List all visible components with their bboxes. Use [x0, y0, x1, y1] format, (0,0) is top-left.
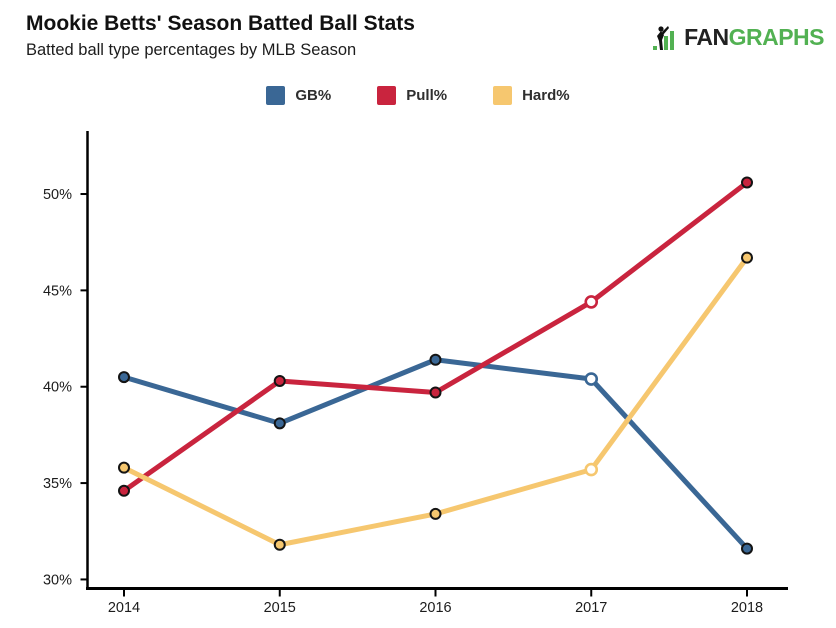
- x-tick-label-2018: 2018: [731, 600, 763, 616]
- y-tick-label: 50%: [43, 187, 72, 203]
- data-point-pull-2017[interactable]: [584, 295, 599, 309]
- legend-label-gb: GB%: [295, 87, 332, 104]
- y-tick-label: 35%: [43, 476, 72, 492]
- data-point-gb-2015[interactable]: [273, 417, 286, 430]
- fangraphs-logo-icon: [653, 26, 675, 50]
- legend-item-pull[interactable]: Pull%: [377, 86, 447, 105]
- fangraphs-logo-text: FANGRAPHS: [684, 24, 824, 51]
- legend-label-pull: Pull%: [406, 87, 448, 104]
- x-tick-label-2015: 2015: [264, 600, 296, 616]
- series-line-hard: [121, 255, 750, 548]
- y-tick-label: 45%: [43, 283, 72, 299]
- data-point-hard-2015[interactable]: [273, 538, 286, 551]
- data-point-pull-2018[interactable]: [741, 176, 753, 189]
- legend-label-hard: Hard%: [522, 87, 570, 104]
- data-point-gb-2016[interactable]: [429, 353, 442, 366]
- legend-swatch-pull: [377, 86, 397, 105]
- legend-item-hard[interactable]: Hard%: [493, 86, 570, 105]
- chart-legend: GB% Pull% Hard%: [0, 86, 836, 105]
- page-subtitle: Batted ball type percentages by MLB Seas…: [26, 41, 357, 59]
- x-tick-label-2016: 2016: [419, 600, 451, 616]
- data-point-hard-2014[interactable]: [118, 461, 130, 474]
- x-tick-label-2017: 2017: [575, 600, 607, 616]
- data-point-pull-2015[interactable]: [273, 374, 286, 387]
- x-tick-label-2014: 2014: [108, 600, 140, 616]
- data-point-hard-2018[interactable]: [741, 251, 753, 264]
- data-point-gb-2017[interactable]: [584, 372, 599, 386]
- data-point-gb-2018[interactable]: [741, 542, 753, 555]
- page-title: Mookie Betts' Season Batted Ball Stats: [26, 12, 415, 35]
- y-tick-label: 30%: [43, 572, 72, 588]
- data-point-hard-2016[interactable]: [429, 507, 442, 520]
- fangraphs-logo: FANGRAPHS: [651, 22, 825, 52]
- y-tick-label: 40%: [43, 380, 72, 396]
- logo-text-graphs: GRAPHS: [728, 23, 825, 50]
- data-point-pull-2016[interactable]: [429, 386, 442, 399]
- logo-text-fan: FAN: [684, 23, 729, 50]
- data-point-pull-2014[interactable]: [118, 484, 130, 497]
- legend-swatch-hard: [493, 86, 513, 105]
- data-point-hard-2017[interactable]: [584, 462, 599, 477]
- data-point-gb-2014[interactable]: [118, 371, 130, 384]
- legend-item-gb[interactable]: GB%: [266, 86, 331, 105]
- legend-swatch-gb: [266, 86, 286, 105]
